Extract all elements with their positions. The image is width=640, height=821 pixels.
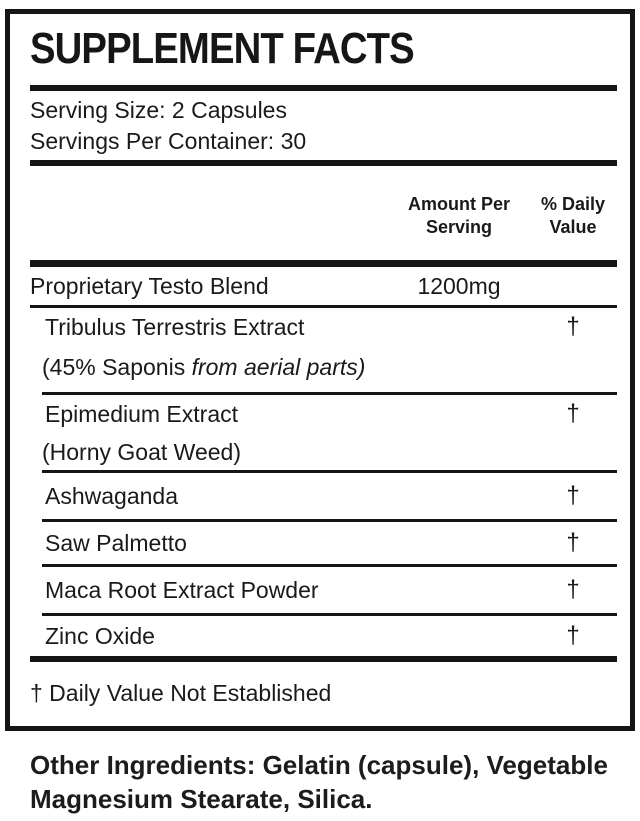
- ingredient-detail-text: (Horny Goat Weed): [42, 439, 241, 465]
- table-row-ashwaganda: Ashwaganda †: [30, 473, 617, 519]
- table-row-maca-root: Maca Root Extract Powder †: [30, 567, 617, 613]
- ingredient-name: Saw Palmetto: [45, 529, 187, 556]
- divider: [42, 470, 617, 473]
- daily-value-footnote: † Daily Value Not Established: [30, 680, 332, 706]
- divider: [42, 519, 617, 522]
- ingredient-name: Ashwaganda: [45, 482, 178, 509]
- table-row-tribulus: Tribulus Terrestris Extract † (45% Sapon…: [30, 308, 617, 392]
- column-headers: Amount Per Serving % Daily Value: [30, 166, 617, 260]
- ingredient-detail: (45% Saponis from aerial parts): [30, 354, 617, 392]
- ingredient-detail-text: (45% Saponis: [42, 354, 192, 380]
- supplement-facts-panel: SUPPLEMENT FACTS Serving Size: 2 Capsule…: [5, 9, 635, 731]
- divider-top: [30, 85, 617, 91]
- other-ingredients: Other Ingredients: Gelatin (capsule), Ve…: [30, 750, 608, 814]
- ingredient-daily-value: †: [566, 482, 580, 509]
- divider-under-servings: [30, 160, 617, 166]
- ingredient-daily-value: †: [566, 529, 580, 556]
- ingredient-amount: 1200mg: [417, 272, 501, 299]
- divider-bottom: [30, 656, 617, 662]
- daily-value-header: % Daily Value: [540, 194, 606, 237]
- ingredient-detail: (Horny Goat Weed): [30, 439, 617, 470]
- divider: [42, 392, 617, 395]
- ingredient-name: Proprietary Testo Blend: [30, 272, 269, 299]
- divider: [42, 613, 617, 616]
- amount-per-serving-header: Amount Per Serving: [407, 194, 510, 237]
- servings-per-container: Servings Per Container: 30: [30, 128, 307, 154]
- divider: [42, 564, 617, 567]
- ingredient-name: Zinc Oxide: [45, 622, 155, 649]
- table-row-zinc-oxide: Zinc Oxide †: [30, 616, 617, 656]
- ingredient-daily-value: †: [566, 576, 580, 603]
- ingredient-daily-value: †: [566, 622, 580, 649]
- table-row-epimedium: Epimedium Extract † (Horny Goat Weed): [30, 395, 617, 470]
- serving-size: Serving Size: 2 Capsules: [30, 97, 287, 123]
- ingredient-name: Maca Root Extract Powder: [45, 576, 319, 603]
- ingredient-name: Epimedium Extract: [45, 401, 239, 427]
- divider-under-headers: [30, 260, 617, 267]
- ingredient-daily-value: †: [566, 313, 580, 340]
- ingredient-name: Tribulus Terrestris Extract: [45, 314, 305, 340]
- ingredient-daily-value: †: [566, 400, 580, 427]
- ingredient-detail-italic: from aerial parts): [191, 354, 366, 380]
- panel-title: SUPPLEMENT FACTS: [30, 24, 415, 73]
- panel-content: SUPPLEMENT FACTS Serving Size: 2 Capsule…: [10, 14, 630, 707]
- divider: [30, 305, 617, 308]
- table-row-proprietary-blend: Proprietary Testo Blend 1200mg: [30, 267, 617, 305]
- table-row-saw-palmetto: Saw Palmetto †: [30, 522, 617, 564]
